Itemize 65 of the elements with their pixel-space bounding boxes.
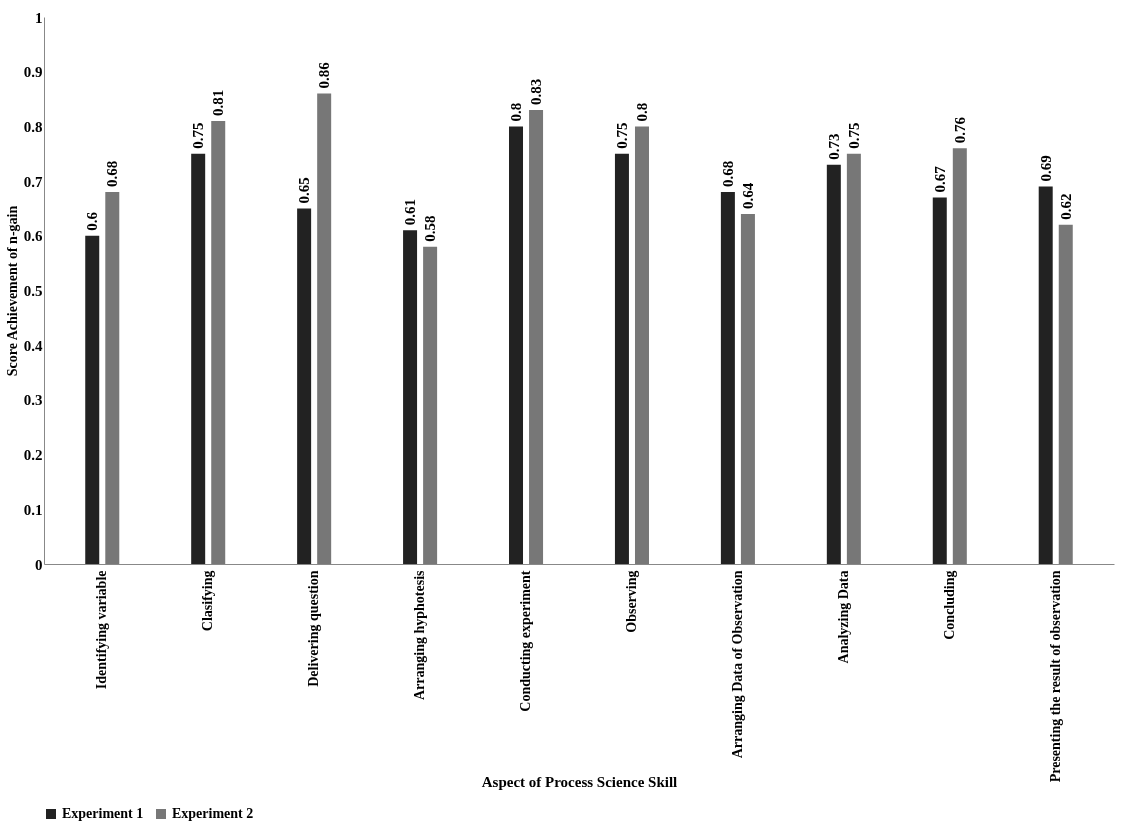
data-label: 0.64 [739, 182, 756, 209]
bar [317, 93, 332, 564]
x-tick-label: Identifying variable [94, 570, 110, 690]
y-tick-label: 0.6 [23, 228, 43, 245]
data-label: 0.73 [825, 133, 842, 160]
y-tick-label: 0.8 [23, 118, 43, 135]
x-tick-label: Arranging hyphotesis [412, 569, 428, 701]
bar [191, 153, 206, 564]
data-label: 0.83 [528, 78, 545, 105]
data-label: 0.68 [104, 160, 121, 188]
bar [85, 235, 100, 564]
x-tick-label: Observing [623, 570, 639, 633]
data-label: 0.75 [613, 122, 630, 149]
bar [529, 109, 544, 564]
bar [846, 153, 861, 564]
data-label: 0.69 [1037, 155, 1054, 182]
data-label: 0.8 [508, 102, 525, 122]
bar [826, 164, 841, 564]
bar [740, 213, 755, 564]
data-label: 0.86 [316, 61, 333, 89]
x-tick-label: Arranging Data of Observation [729, 570, 745, 759]
y-tick-label: 0.2 [23, 447, 43, 464]
y-tick-label: 0.9 [23, 64, 43, 81]
data-label: 0.62 [1057, 193, 1074, 220]
data-label: 0.61 [402, 199, 419, 226]
bar [932, 197, 947, 564]
data-label: 0.76 [951, 116, 968, 144]
bar [720, 192, 735, 564]
data-label: 0.75 [190, 122, 207, 149]
bar [1038, 186, 1053, 564]
data-label: 0.67 [931, 165, 948, 193]
legend-label: Experiment 2 [172, 806, 254, 821]
y-tick-label: 0.5 [23, 283, 43, 299]
bar [105, 192, 120, 564]
data-label: 0.75 [845, 122, 862, 149]
y-tick-label: 0.1 [23, 501, 43, 518]
y-tick-label: 1 [35, 9, 43, 26]
x-axis-title: Aspect of Process Science Skill [481, 773, 678, 790]
bar [403, 230, 418, 564]
data-label: 0.6 [84, 211, 101, 231]
x-tick-label: Concluding [941, 570, 957, 640]
y-tick-label: 0.4 [23, 337, 43, 354]
data-label: 0.8 [633, 102, 650, 122]
data-label: 0.68 [719, 160, 736, 188]
bar [423, 246, 438, 564]
x-tick-label: Delivering question [306, 570, 322, 687]
data-label: 0.58 [422, 215, 439, 242]
y-tick-label: 0.3 [23, 392, 43, 409]
bar [211, 120, 226, 564]
data-label: 0.81 [210, 89, 227, 116]
y-tick-label: 0 [35, 556, 43, 573]
x-tick-label: Analyzing Data [835, 570, 851, 664]
bar [297, 208, 312, 564]
bar [509, 126, 524, 564]
x-tick-label: Conducting experiment [518, 570, 534, 712]
y-axis-title: Score Achievement of n-gain [4, 205, 20, 377]
x-tick-label: Presenting the result of observation [1047, 570, 1063, 783]
bar [952, 148, 967, 564]
bar [634, 126, 649, 564]
data-label: 0.65 [296, 177, 313, 204]
legend-label: Experiment 1 [62, 806, 144, 821]
bar [1058, 224, 1073, 564]
y-tick-label: 0.7 [23, 173, 43, 190]
bar [614, 153, 629, 564]
x-tick-label: Clasifying [200, 570, 216, 632]
